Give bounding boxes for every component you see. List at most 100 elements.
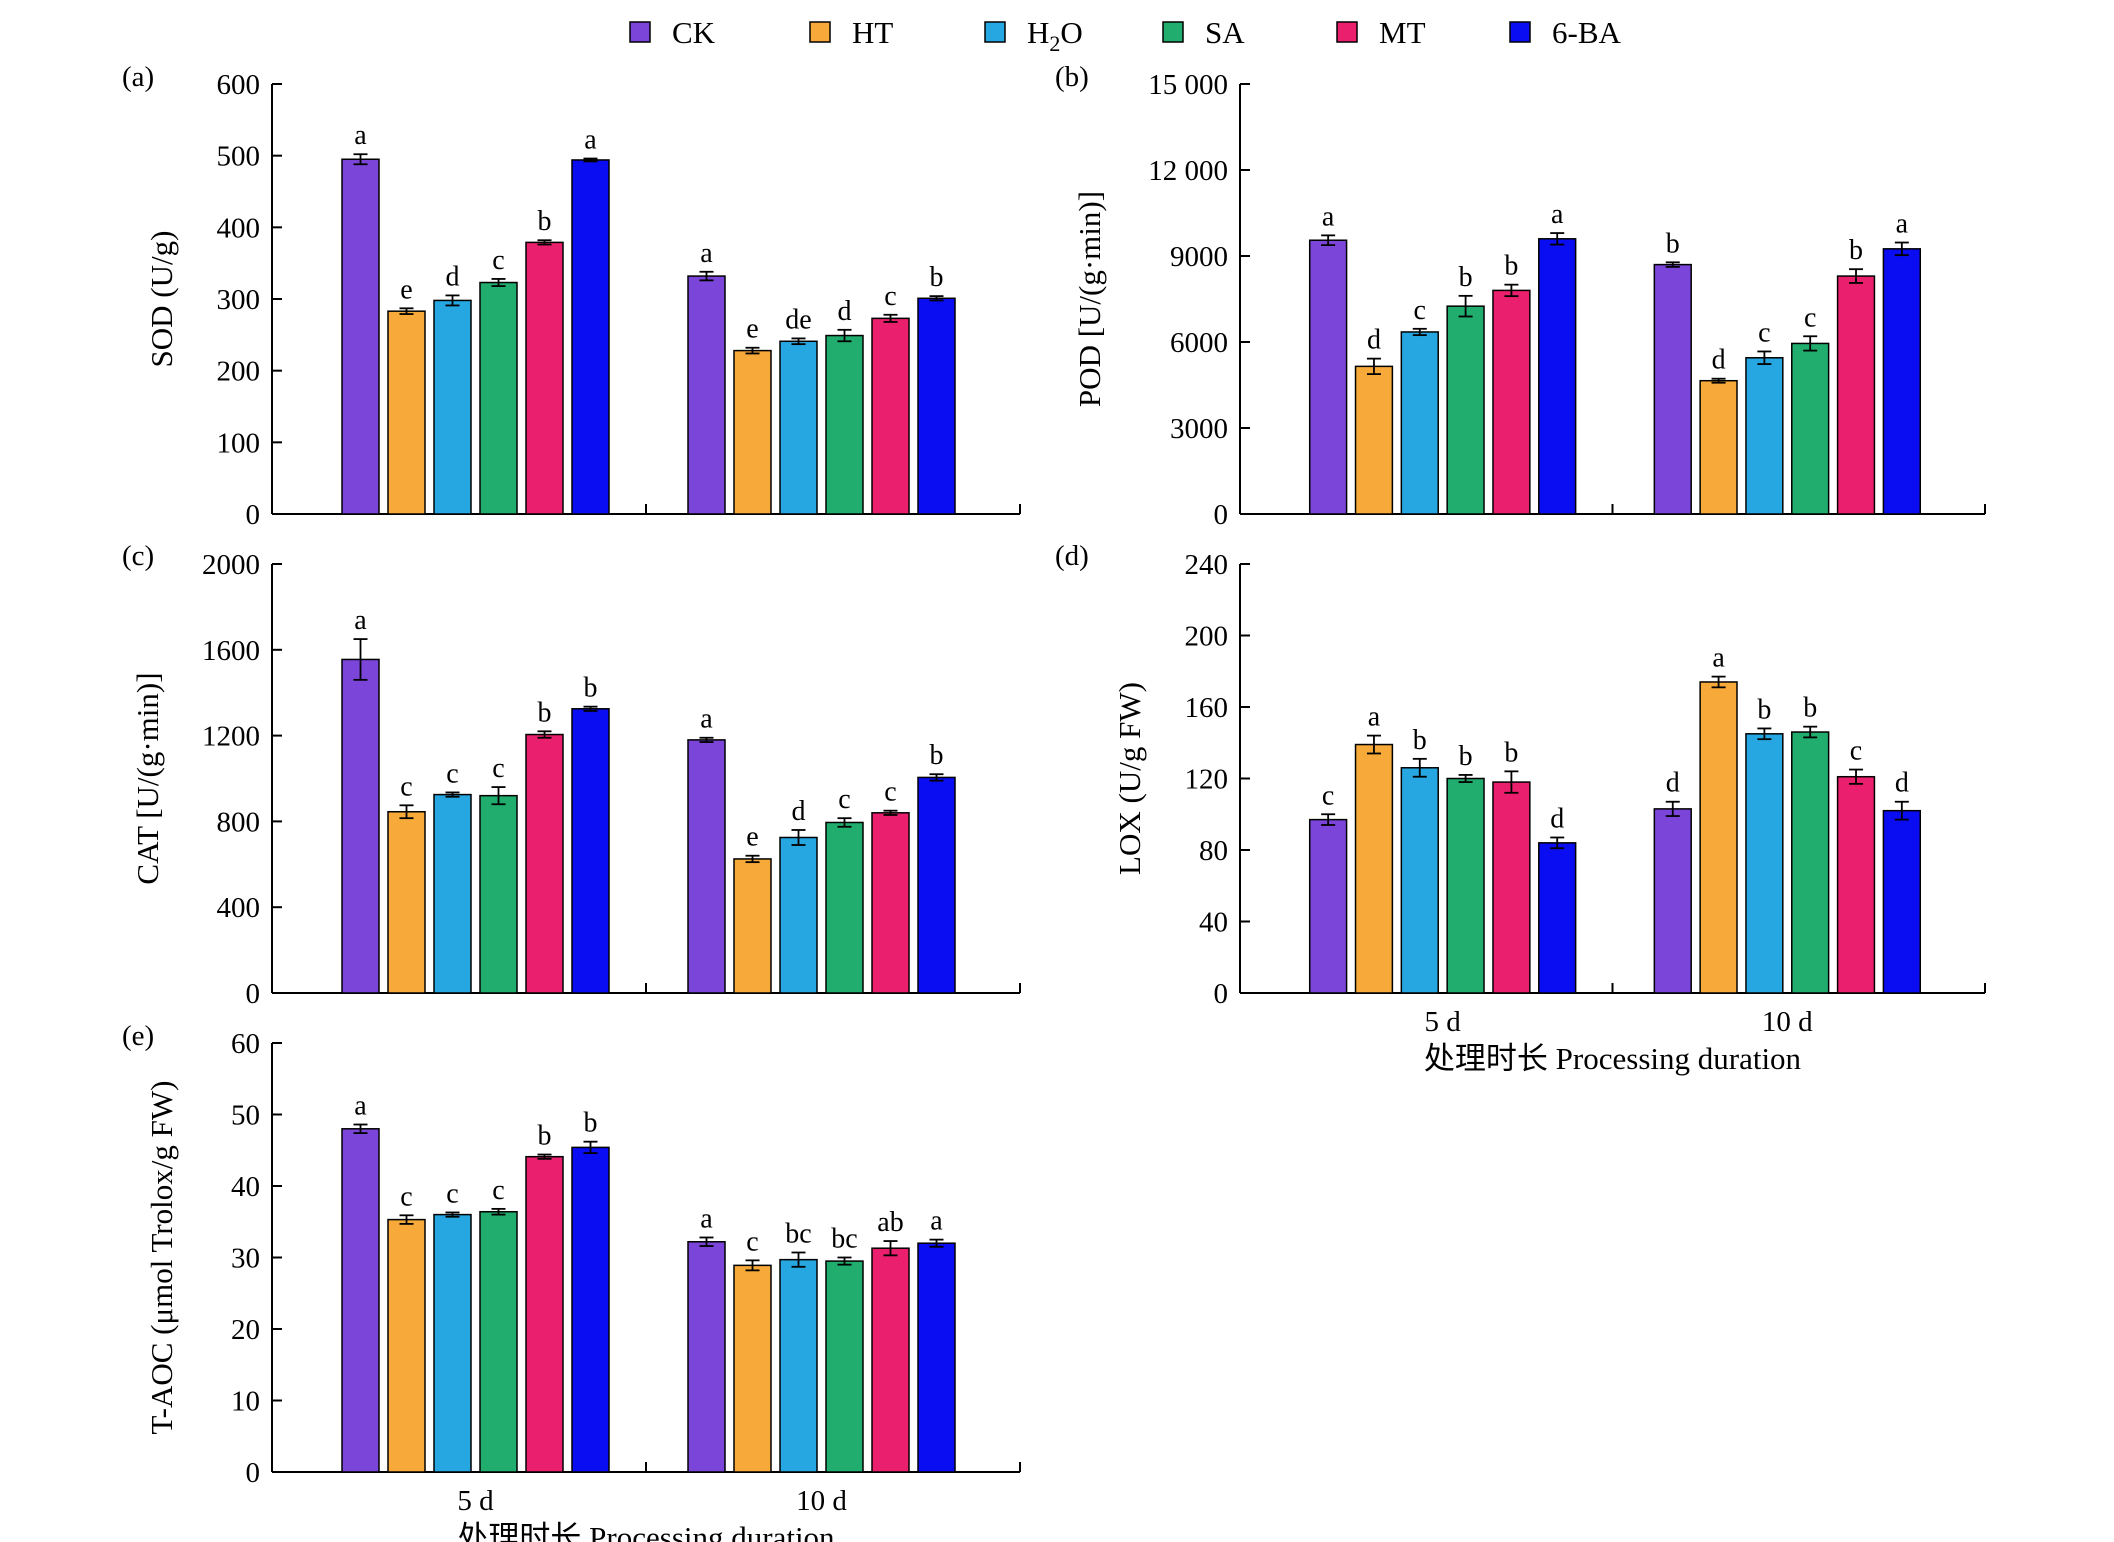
significance-label: c (746, 1226, 758, 1257)
legend-swatch (1509, 21, 1531, 43)
bar-mt (1492, 781, 1531, 994)
significance-label: a (354, 1091, 367, 1122)
y-tick-label: 200 (1185, 621, 1229, 653)
significance-label: a (700, 238, 713, 269)
y-tick-label: 600 (217, 69, 261, 101)
legend-item-ht: HT (809, 15, 893, 50)
y-tick-label: 400 (217, 892, 261, 924)
bar-ht (1699, 681, 1738, 994)
bar-6-ba (571, 708, 610, 994)
y-tick-label: 0 (246, 1457, 261, 1489)
bar-6-ba (571, 1146, 610, 1473)
y-tick-label: 30 (231, 1243, 260, 1275)
legend-label: H2O (1027, 15, 1083, 56)
bar-ck (1308, 818, 1348, 994)
y-tick-label: 200 (217, 356, 261, 388)
significance-label: c (1758, 317, 1770, 348)
bar-mt (1836, 275, 1876, 515)
bar-6-ba (917, 1242, 956, 1473)
legend-item-sa: SA (1162, 15, 1245, 50)
x-category-label: 10 d (1762, 1006, 1813, 1038)
significance-label: c (884, 281, 896, 312)
bar-h2o (779, 340, 818, 515)
significance-label: b (1459, 262, 1473, 293)
significance-label: c (1414, 295, 1426, 326)
y-tick-label: 0 (1214, 499, 1229, 531)
significance-label: a (584, 125, 597, 156)
y-tick-label: 500 (217, 141, 261, 173)
bar-ck (687, 275, 726, 515)
bar-mt (871, 317, 910, 515)
significance-label: b (1757, 694, 1771, 725)
bar-h2o (779, 836, 818, 994)
bar-6-ba (917, 297, 956, 515)
bar-6-ba (917, 776, 956, 994)
significance-label: a (930, 1206, 943, 1237)
significance-label: b (1504, 737, 1518, 768)
bar-sa (479, 794, 518, 994)
significance-label: d (1895, 768, 1909, 799)
significance-label: b (538, 206, 552, 237)
bar-ck (1653, 808, 1692, 994)
legend-swatch (809, 21, 831, 43)
panel-tag: (a) (122, 61, 154, 93)
bar-ht (733, 1264, 772, 1473)
significance-label: d (792, 796, 806, 827)
bar-sa (825, 334, 864, 515)
bar-6-ba (1538, 238, 1577, 515)
significance-label: c (1322, 780, 1334, 811)
y-tick-label: 300 (217, 284, 261, 316)
panel-b-pod-chart: (b) 0 3000 6000 9000 12 000 15 000 POD [U/(g·mi… (1055, 61, 1986, 531)
bar-h2o (779, 1258, 818, 1473)
significance-label: a (1551, 199, 1564, 230)
bar-h2o (1745, 733, 1784, 994)
significance-label: c (492, 1175, 504, 1206)
significance-label: b (1849, 235, 1863, 266)
significance-label: a (1322, 201, 1335, 232)
bar-sa (1446, 777, 1485, 994)
bar-mt (1836, 775, 1876, 994)
panel-tag: (b) (1055, 61, 1089, 93)
bar-ck (687, 739, 726, 994)
y-tick-label: 100 (217, 427, 261, 459)
y-tick-label: 15 000 (1148, 69, 1228, 101)
bar-6-ba (1882, 809, 1922, 994)
legend-swatch (629, 21, 651, 43)
y-tick-label: 9000 (1170, 241, 1228, 273)
bar-mt (1492, 289, 1531, 515)
significance-label: c (492, 245, 504, 276)
significance-label: a (1368, 702, 1381, 733)
panel-tag: (c) (122, 540, 154, 572)
y-axis-title: POD [U/(g·min)] (1072, 191, 1107, 407)
significance-label: e (746, 822, 758, 853)
y-tick-label: 120 (1185, 764, 1229, 796)
significance-label: b (1413, 725, 1427, 756)
bar-ht (387, 310, 426, 515)
bar-sa (1791, 342, 1830, 515)
significance-label: a (354, 605, 367, 636)
legend-swatch (1162, 21, 1184, 43)
y-tick-label: 800 (217, 806, 261, 838)
legend-swatch (1336, 21, 1358, 43)
bar-h2o (1400, 331, 1439, 515)
y-axis-title: LOX (U/g FW) (1112, 682, 1147, 875)
y-tick-label: 240 (1185, 549, 1229, 581)
legend-item-mt: MT (1336, 15, 1426, 50)
bar-ht (1354, 365, 1394, 515)
bar-ht (1354, 743, 1394, 994)
legend-item-ck: CK (629, 15, 716, 50)
legend-swatch (984, 21, 1006, 43)
significance-label: c (838, 784, 850, 815)
significance-label: d (838, 296, 852, 327)
significance-label: a (354, 120, 367, 151)
bar-sa (825, 821, 864, 994)
significance-label: b (1666, 228, 1680, 259)
y-axis-title: CAT [U/(g·min)] (130, 672, 165, 884)
significance-label: bc (831, 1224, 857, 1255)
y-tick-label: 3000 (1170, 413, 1228, 445)
bar-6-ba (1538, 842, 1577, 994)
bar-h2o (1745, 357, 1784, 515)
significance-label: a (700, 704, 713, 735)
